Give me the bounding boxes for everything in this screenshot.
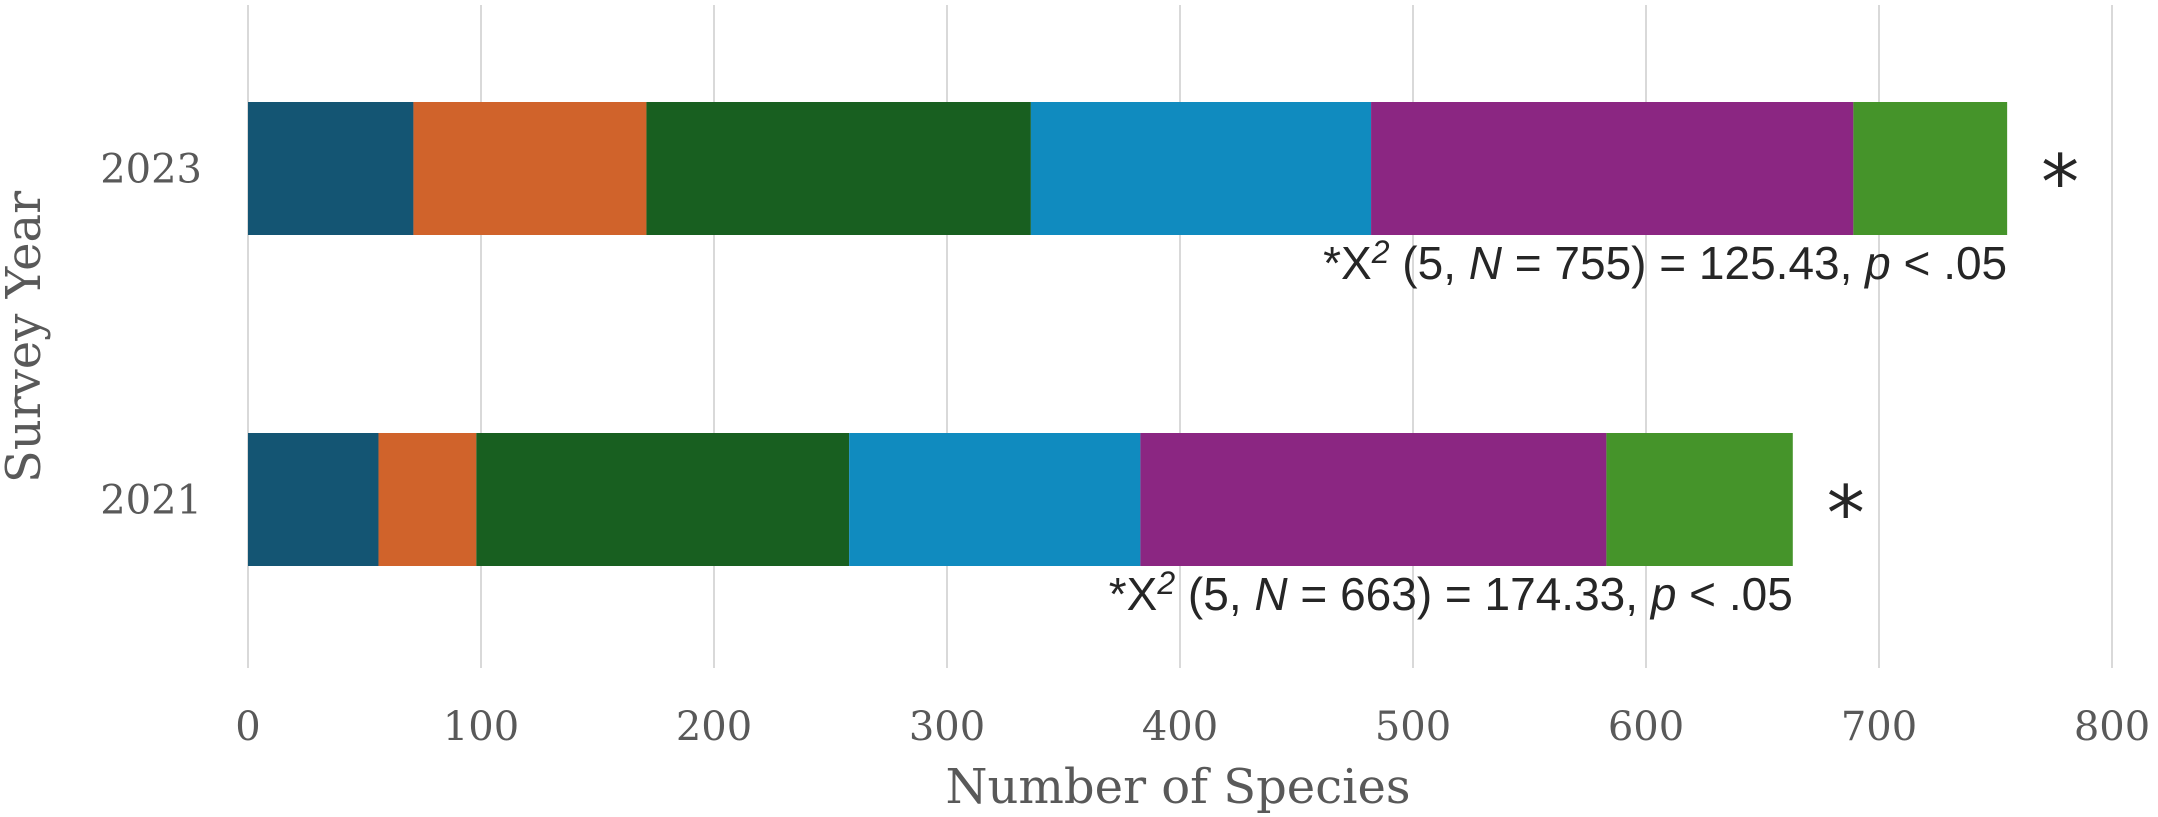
annotation-part: < .05 — [1891, 237, 2007, 289]
bar-segment — [248, 102, 414, 235]
chi-square-annotation: *X2 (5, N = 755) = 125.43, p < .05 — [1323, 234, 2007, 289]
significance-annotations: **X2 (5, N = 755) = 125.43, p < .05**X2 … — [1109, 138, 2079, 621]
chi-square-annotation: *X2 (5, N = 663) = 174.33, p < .05 — [1109, 565, 1793, 620]
bar-segment — [1606, 433, 1793, 566]
bar-segment — [1371, 102, 1854, 235]
x-tick-label: 800 — [2074, 704, 2150, 750]
significance-star: * — [1827, 469, 1865, 558]
annotation-part: *X — [1323, 237, 1372, 289]
annotation-part: 2 — [1371, 234, 1390, 270]
y-tick-label: 2023 — [100, 147, 202, 193]
annotation-part: N — [1469, 237, 1503, 289]
x-tick-label: 500 — [1375, 704, 1451, 750]
annotation-part: = 755) = 125.43, — [1502, 237, 1865, 289]
bar-segment — [1140, 433, 1607, 566]
x-tick-labels: 0 100 200 300 400 500 600 700 800 — [235, 704, 2150, 750]
annotation-part: N — [1254, 568, 1288, 620]
bar-segments — [248, 102, 2008, 566]
bar-segment — [476, 433, 850, 566]
y-tick-labels: 2021 2023 — [100, 147, 202, 524]
annotation-part: < .05 — [1676, 568, 1792, 620]
x-tick-label: 700 — [1841, 704, 1917, 750]
bar-segment — [378, 433, 477, 566]
y-tick-label: 2021 — [100, 478, 202, 524]
bar-segment — [1853, 102, 2008, 235]
bar-segment — [413, 102, 647, 235]
annotation-part: = 663) = 174.33, — [1288, 568, 1651, 620]
bar-segment — [248, 433, 379, 566]
annotation-part: p — [1863, 237, 1891, 289]
bar-segment — [1030, 102, 1372, 235]
annotation-part: (5, — [1175, 568, 1254, 620]
annotation-part: 2 — [1156, 565, 1175, 601]
annotation-part: p — [1649, 568, 1677, 620]
x-tick-label: 400 — [1142, 704, 1218, 750]
bar-segment — [646, 102, 1031, 235]
x-tick-label: 600 — [1608, 704, 1684, 750]
annotation-part: (5, — [1390, 237, 1469, 289]
x-tick-label: 0 — [235, 704, 260, 750]
annotation-part: *X — [1109, 568, 1158, 620]
x-tick-label: 100 — [443, 704, 519, 750]
x-tick-label: 300 — [909, 704, 985, 750]
bar-segment — [849, 433, 1141, 566]
significance-star: * — [2041, 138, 2079, 227]
y-axis-title: Survey Year — [0, 191, 52, 483]
x-axis-title: Number of Species — [946, 759, 1411, 815]
x-tick-label: 200 — [676, 704, 752, 750]
